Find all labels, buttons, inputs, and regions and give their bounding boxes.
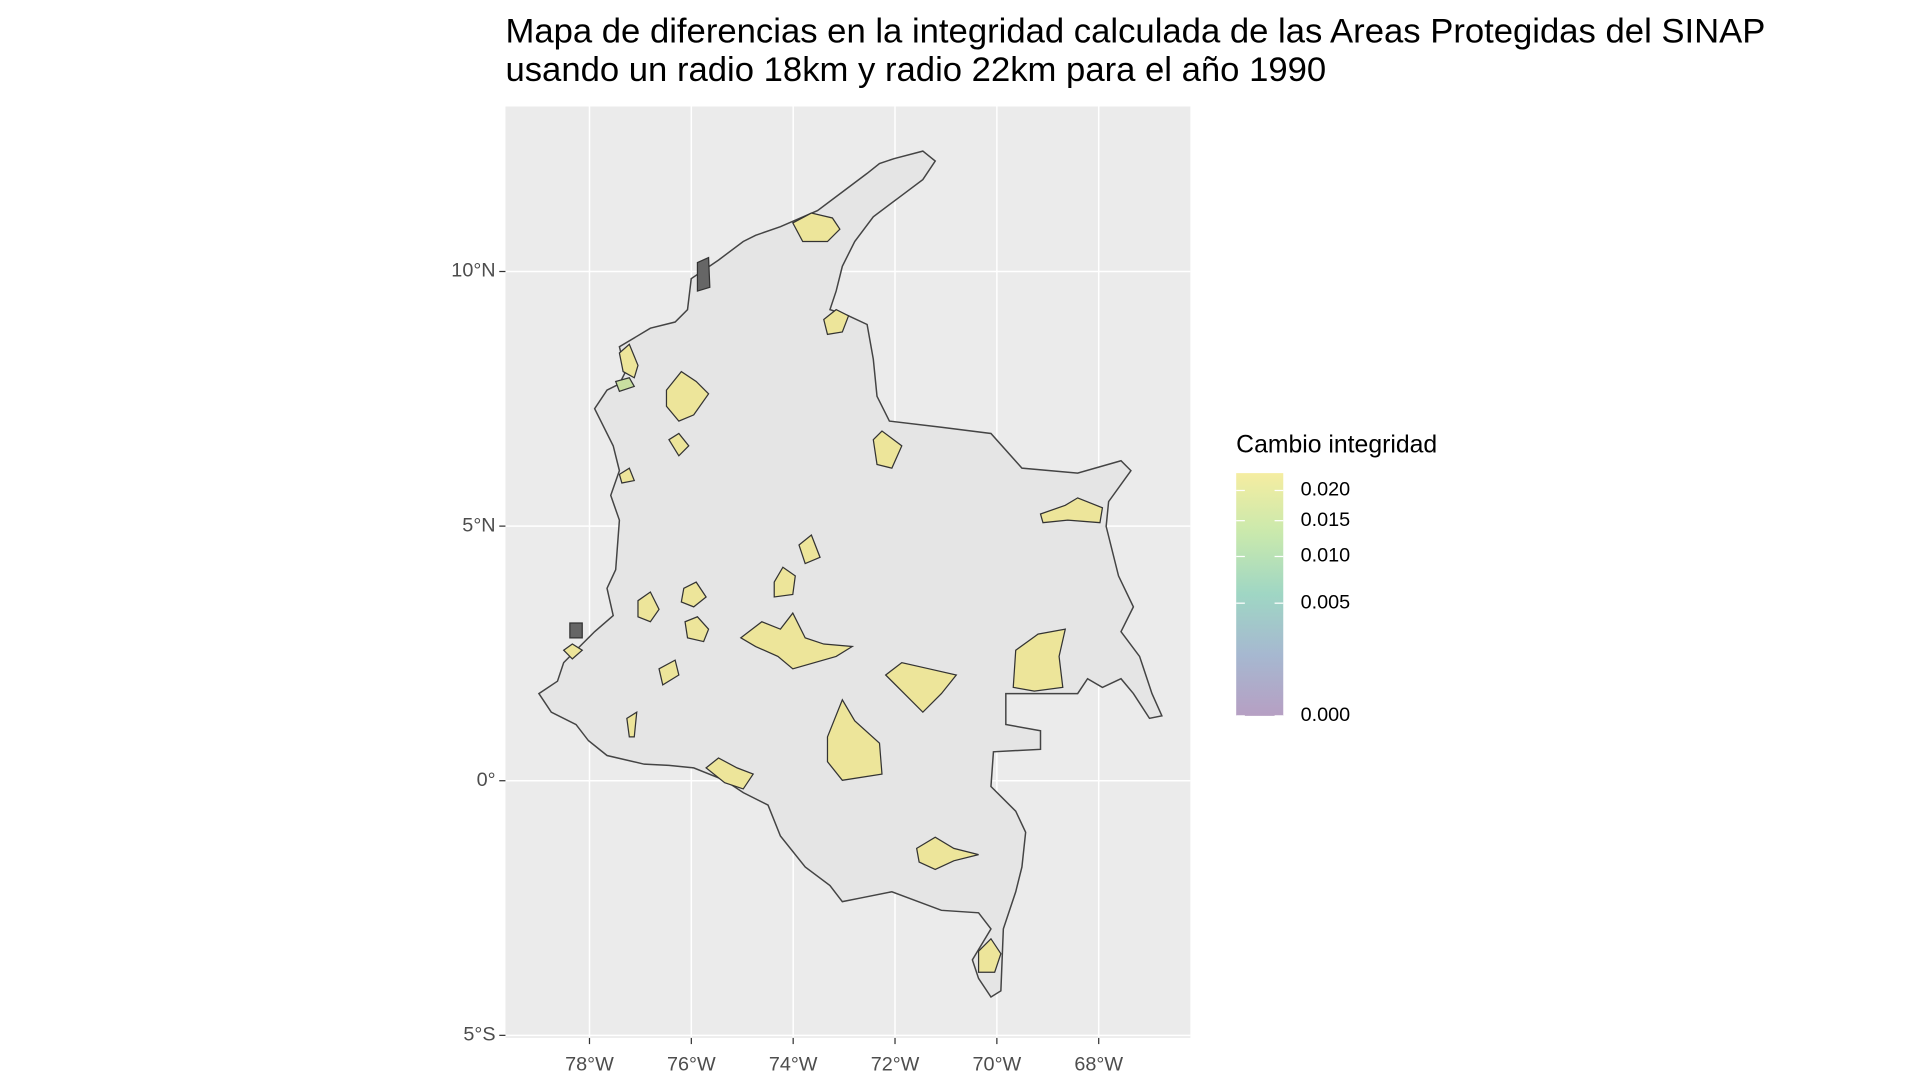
title: Mapa de diferencias en la integridad cal… [505,13,1765,51]
y-tick-label: 5°S [463,1024,495,1046]
protected-area [791,212,841,243]
protected-area [680,581,707,608]
legend-label: 0.010 [1301,545,1351,567]
protected-area [668,432,690,457]
country-outline [537,150,1163,999]
x-tick-label: 74°W [769,1053,818,1075]
protected-area [665,370,710,422]
x-tick-label: 70°W [973,1053,1022,1075]
protected-area [1012,628,1067,692]
y-tick-label: 5°N [462,514,495,536]
x-tick-label: 68°W [1074,1053,1123,1075]
subtitle: usando un radio 18km y radio 22km para e… [505,51,1326,89]
protected-area-na [569,622,583,639]
x-tick-label: 72°W [871,1053,920,1075]
protected-area [684,616,710,643]
protected-area [884,661,958,714]
protected-area [562,643,584,660]
x-tick-label: 78°W [565,1053,614,1075]
protected-area-na [696,256,711,292]
colorbar [1236,473,1284,716]
protected-area [773,566,796,598]
protected-area [614,377,636,393]
protected-area [618,467,636,484]
legend-title: Cambio integridad [1236,431,1437,458]
y-tick-label: 10°N [451,260,495,282]
x-tick-label: 76°W [667,1053,716,1075]
protected-area [826,698,883,781]
legend-label: 0.005 [1301,591,1351,613]
protected-area [626,710,638,738]
protected-area [915,836,979,871]
y-tick-label: 0° [477,769,496,791]
protected-area [798,534,821,565]
protected-area [1039,497,1104,524]
protected-area [823,308,850,336]
legend-label: 0.020 [1301,479,1351,501]
protected-area [739,611,855,670]
map-shapes [537,150,1163,999]
protected-area [705,757,755,790]
protected-area [977,937,1002,973]
legend-label: 0.015 [1301,509,1351,531]
protected-area [618,343,639,379]
protected-area [658,659,680,686]
protected-area [872,430,903,469]
protected-area [637,591,660,623]
legend-label: 0.000 [1301,704,1351,726]
